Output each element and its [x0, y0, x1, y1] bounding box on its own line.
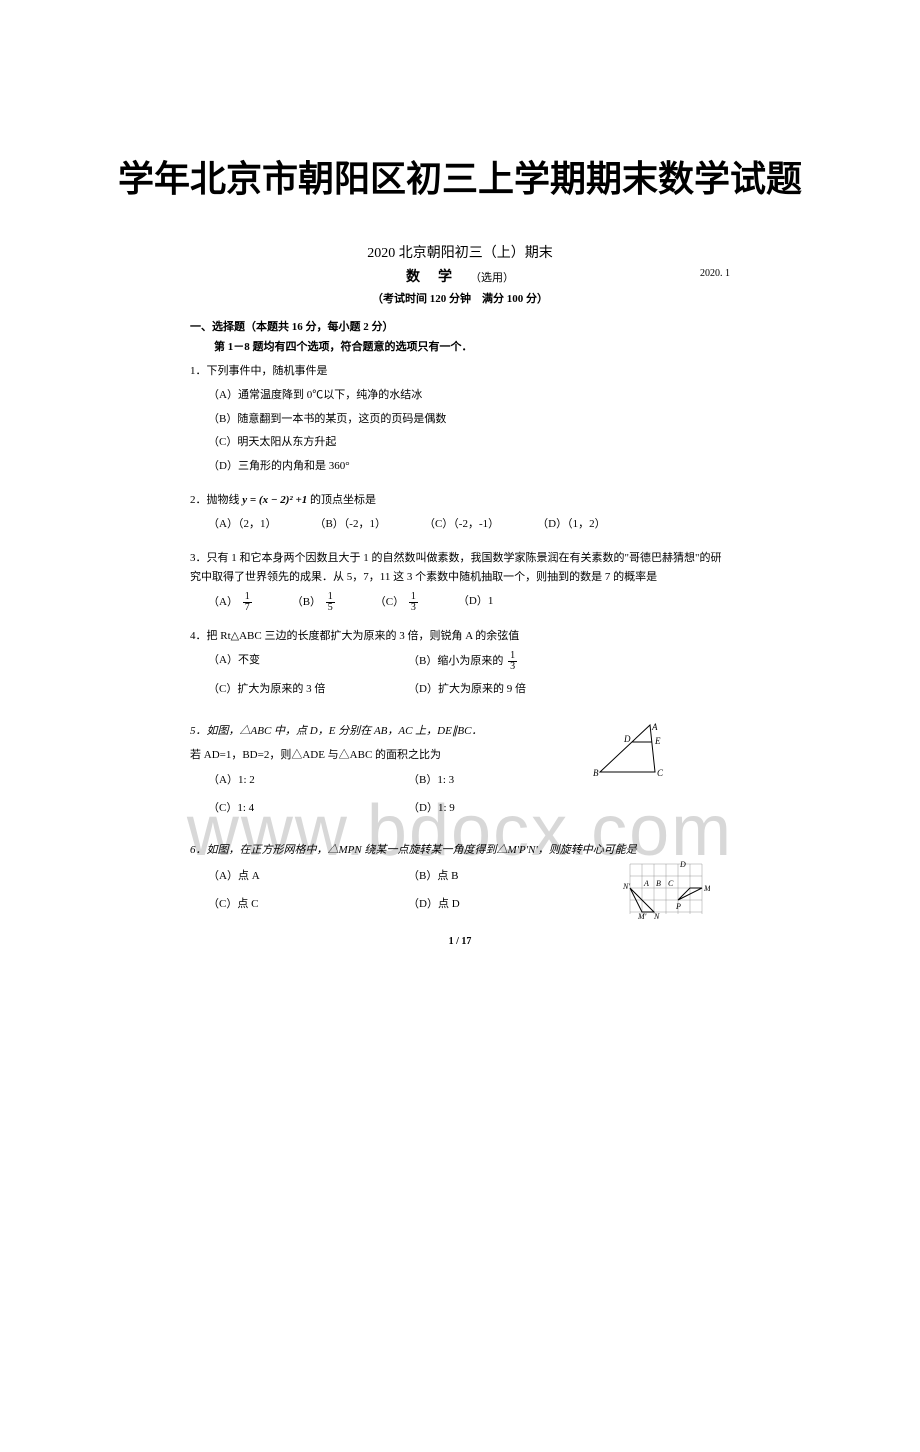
q6-opt-b: （B）点 B	[408, 867, 608, 887]
question-1: 1．下列事件中，随机事件是 （A）通常温度降到 0℃以下，纯净的水结冰 （B）随…	[190, 362, 730, 477]
fraction-icon: 13	[508, 651, 517, 672]
q3-stem: 3．只有 1 和它本身两个因数且大于 1 的自然数叫做素数，我国数学家陈景润在有…	[190, 549, 730, 589]
label-B: B	[593, 768, 599, 777]
q3-opt-a: （A） 17	[208, 592, 254, 613]
q3-c-label: （C）	[375, 596, 404, 608]
q4-b-label: （B）缩小为原来的	[408, 655, 506, 667]
fraction-icon: 15	[326, 592, 335, 613]
label-A: A	[651, 722, 658, 732]
q6-opt-a: （A）点 A	[208, 867, 408, 887]
exam-date: 2020. 1	[700, 268, 730, 279]
q2-opt-a: （A）（2，1）	[208, 515, 276, 535]
question-3: 3．只有 1 和它本身两个因数且大于 1 的自然数叫做素数，我国数学家陈景润在有…	[190, 549, 730, 614]
fraction-icon: 17	[243, 592, 252, 613]
q2-stem-post: 的顶点坐标是	[307, 494, 376, 506]
subject-note: （选用）	[470, 272, 514, 284]
subject-main: 数学	[406, 270, 470, 285]
q4-opt-b: （B）缩小为原来的 13	[408, 651, 608, 672]
frac-den: 5	[326, 603, 335, 613]
q3-a-label: （A）	[208, 596, 238, 608]
question-6: 6．如图，在正方形网格中，△MPN 绕某一点旋转某一角度得到△M'P'N'，则旋…	[190, 841, 730, 922]
label-C: C	[657, 768, 664, 777]
frac-den: 3	[508, 662, 517, 672]
exam-sub-title: 2020 北京朝阳初三（上）期末	[190, 242, 730, 262]
q2-opt-d: （D）（1，2）	[537, 515, 605, 535]
document-main-title: 学年北京市朝阳区初三上学期期末数学试题	[0, 150, 920, 202]
exam-info: （考试时间 120 分钟 满分 100 分）	[190, 290, 730, 306]
q1-opt-b: （B）随意翻到一本书的某页，这页的页码是偶数	[208, 410, 730, 430]
svg-text:N': N'	[622, 882, 630, 891]
q1-opt-a: （A）通常温度降到 0℃以下，纯净的水结冰	[208, 386, 730, 406]
section1-note: 第 1－8 题均有四个选项，符合题意的选项只有一个．	[214, 338, 730, 354]
q6-opt-d: （D）点 D	[408, 895, 608, 915]
question-2: 2．抛物线 y = (x − 2)² +1 的顶点坐标是 （A）（2，1） （B…	[190, 491, 730, 535]
q1-stem: 1．下列事件中，随机事件是	[190, 362, 730, 382]
subject-line: 数学（选用） 2020. 1	[190, 266, 730, 286]
svg-text:N: N	[653, 912, 660, 919]
label-D: D	[623, 734, 631, 744]
q5-opt-d: （D）1: 9	[408, 799, 608, 819]
triangle-diagram-icon: A D E B C	[590, 722, 670, 777]
fraction-icon: 13	[409, 592, 418, 613]
q4-opt-c: （C）扩大为原来的 3 倍	[208, 680, 408, 700]
svg-text:C: C	[668, 879, 674, 888]
q5-opt-a: （A）1: 2	[208, 771, 408, 791]
svg-text:D: D	[679, 860, 686, 869]
q2-formula: y = (x − 2)² +1	[242, 494, 307, 506]
q2-opt-c: （C）（-2，-1）	[424, 515, 499, 535]
section1-header: 一、选择题（本题共 16 分，每小题 2 分）	[190, 318, 730, 334]
page-number: 1 / 17	[190, 936, 730, 947]
q1-opt-c: （C）明天太阳从东方升起	[208, 433, 730, 453]
label-E: E	[654, 736, 661, 746]
q5-opt-b: （B）1: 3	[408, 771, 608, 791]
q6-stem: 6．如图，在正方形网格中，△MPN 绕某一点旋转某一角度得到△M'P'N'，则旋…	[190, 841, 730, 861]
q4-opt-a: （A）不变	[208, 651, 408, 672]
grid-diagram-icon: D N' A B C M P M' N	[620, 859, 710, 919]
q1-opt-d: （D）三角形的内角和是 360°	[208, 457, 730, 477]
frac-den: 7	[243, 603, 252, 613]
q5-opt-c: （C）1: 4	[208, 799, 408, 819]
q2-stem: 2．抛物线 y = (x − 2)² +1 的顶点坐标是	[190, 491, 730, 511]
q2-stem-pre: 2．抛物线	[190, 494, 242, 506]
svg-text:A: A	[643, 879, 649, 888]
svg-text:M: M	[703, 884, 710, 893]
q2-opt-b: （B）（-2，1）	[314, 515, 386, 535]
question-5: 5．如图，△ABC 中，点 D，E 分别在 AB，AC 上，DE∥BC． 若 A…	[190, 722, 730, 827]
frac-den: 3	[409, 603, 418, 613]
q3-opt-c: （C） 13	[375, 592, 420, 613]
q6-opt-c: （C）点 C	[208, 895, 408, 915]
svg-text:M': M'	[637, 912, 647, 919]
svg-text:P: P	[675, 902, 681, 911]
q4-opt-d: （D）扩大为原来的 9 倍	[408, 680, 608, 700]
svg-text:B: B	[656, 879, 661, 888]
q3-opt-d: （D）1	[458, 592, 493, 613]
q3-opt-b: （B） 15	[292, 592, 337, 613]
content-body: 2020 北京朝阳初三（上）期末 数学（选用） 2020. 1 （考试时间 12…	[190, 242, 730, 947]
q4-stem: 4．把 Rt△ABC 三边的长度都扩大为原来的 3 倍，则锐角 A 的余弦值	[190, 627, 730, 647]
q3-b-label: （B）	[292, 596, 321, 608]
question-4: 4．把 Rt△ABC 三边的长度都扩大为原来的 3 倍，则锐角 A 的余弦值 （…	[190, 627, 730, 708]
